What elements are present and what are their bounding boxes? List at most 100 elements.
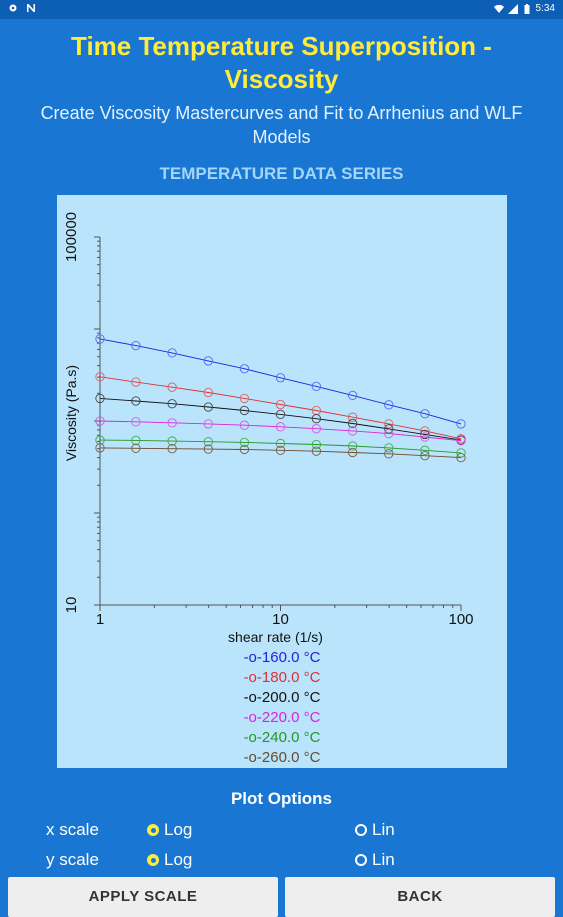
- x-axis-label: shear rate (1/s): [228, 629, 323, 645]
- y-tick-label: 100000: [63, 212, 80, 262]
- section-title: TEMPERATURE DATA SERIES: [159, 164, 404, 183]
- data-point: [95, 334, 105, 344]
- data-point: [167, 436, 177, 446]
- data-point: [456, 419, 466, 429]
- data-point: [456, 436, 466, 446]
- y-axis-label: Viscosity (Pa.s): [63, 365, 79, 461]
- series-line-2: [99, 397, 462, 441]
- data-point: [275, 373, 286, 383]
- data-point: [275, 438, 286, 449]
- data-point: [239, 437, 250, 448]
- data-point: [131, 340, 141, 351]
- data-point: [131, 435, 141, 446]
- data-point: [347, 390, 358, 401]
- x-tick-label: 10: [272, 611, 289, 628]
- back-button[interactable]: BACK: [285, 877, 555, 917]
- status-time: 5:34: [535, 3, 555, 14]
- legend-item: -o-160.0 °C: [243, 649, 321, 666]
- legend-item: -o-180.0 °C: [243, 669, 321, 686]
- data-point: [203, 444, 213, 454]
- data-point: [239, 393, 250, 404]
- y-tick-label: 10: [63, 597, 80, 614]
- data-point: [384, 400, 394, 410]
- page-subtitle: Create Viscosity Mastercurves and Fit to…: [40, 103, 523, 147]
- radio-unselected-icon: [355, 824, 367, 836]
- settings-icon: [9, 4, 17, 12]
- viscosity-chart: 1 10 100 10 100000 shear rate (1/s) Viscosity …: [57, 195, 507, 768]
- data-point: [384, 443, 394, 453]
- data-point: [95, 372, 105, 382]
- data-point: [203, 402, 213, 412]
- data-point: [131, 417, 141, 427]
- data-point: [456, 452, 466, 463]
- y-scale-log-radio[interactable]: Log: [147, 850, 192, 870]
- data-point: [167, 399, 177, 409]
- data-point: [420, 426, 430, 436]
- legend-item: -o-240.0 °C: [243, 729, 321, 746]
- data-point: [95, 393, 105, 404]
- plot-options-title: Plot Options: [230, 789, 333, 808]
- data-point: [347, 418, 358, 429]
- data-point: [420, 445, 430, 455]
- data-point: [420, 432, 430, 442]
- y-scale-row: y scale Log Lin: [0, 848, 563, 872]
- data-point: [347, 426, 358, 436]
- data-point: [275, 445, 286, 455]
- x-scale-lin-label: Lin: [372, 820, 395, 839]
- x-scale-log-label: Log: [164, 820, 193, 839]
- y-scale-lin-label: Lin: [372, 850, 395, 869]
- data-point: [311, 439, 322, 450]
- data-point: [384, 449, 394, 459]
- data-point: [347, 412, 358, 422]
- x-tick-label: 100: [448, 611, 473, 628]
- page-title-line1: Time Temperature Superposition -: [71, 31, 492, 61]
- data-point: [203, 419, 213, 429]
- data-point: [420, 409, 430, 419]
- data-point: [203, 356, 213, 366]
- series-line-0: [99, 338, 462, 425]
- data-point: [456, 448, 466, 458]
- series-line-5: [99, 447, 462, 459]
- signal-icon: [507, 3, 518, 14]
- data-point: [95, 435, 105, 445]
- x-scale-lin-radio[interactable]: Lin: [355, 820, 395, 840]
- data-point: [95, 416, 105, 426]
- data-point: [384, 424, 394, 434]
- series-line-3: [99, 420, 462, 442]
- y-scale-log-label: Log: [164, 850, 193, 869]
- series-line-1: [99, 376, 462, 440]
- chart-svg: 1 10 100 10 100000 shear rate (1/s) Viscosity …: [63, 212, 474, 645]
- page-title: Time Temperature Superposition - Viscosi…: [0, 30, 563, 96]
- radio-selected-icon: [147, 824, 159, 836]
- data-point: [239, 405, 250, 416]
- x-scale-row: x scale Log Lin: [0, 818, 563, 842]
- data-point: [167, 444, 177, 454]
- data-point: [239, 444, 250, 455]
- data-point: [420, 451, 430, 461]
- legend-item: -o-220.0 °C: [243, 709, 321, 726]
- data-point: [95, 443, 105, 453]
- data-point: [131, 377, 141, 387]
- data-point: [131, 443, 141, 453]
- data-point: [311, 424, 322, 434]
- chart-legend: -o-160.0 °C -o-180.0 °C -o-200.0 °C -o-220.…: [57, 648, 507, 768]
- x-tick-label: 1: [96, 611, 104, 628]
- legend-item: -o-260.0 °C: [243, 749, 321, 766]
- data-point: [275, 422, 286, 432]
- data-point: [275, 399, 286, 410]
- data-point: [275, 409, 286, 420]
- data-point: [384, 428, 394, 439]
- n-icon: [27, 4, 35, 12]
- data-point: [311, 381, 322, 392]
- y-scale-label: y scale: [46, 850, 99, 869]
- data-point: [167, 418, 177, 428]
- data-point: [347, 441, 358, 451]
- data-point: [311, 414, 322, 424]
- y-scale-lin-radio[interactable]: Lin: [355, 850, 395, 870]
- wifi-icon: [493, 4, 504, 13]
- x-scale-log-radio[interactable]: Log: [147, 820, 192, 840]
- legend-item: -o-200.0 °C: [243, 689, 321, 706]
- data-point: [203, 437, 213, 447]
- apply-scale-button[interactable]: APPLY SCALE: [8, 877, 278, 917]
- page-title-line2: Viscosity: [224, 64, 339, 94]
